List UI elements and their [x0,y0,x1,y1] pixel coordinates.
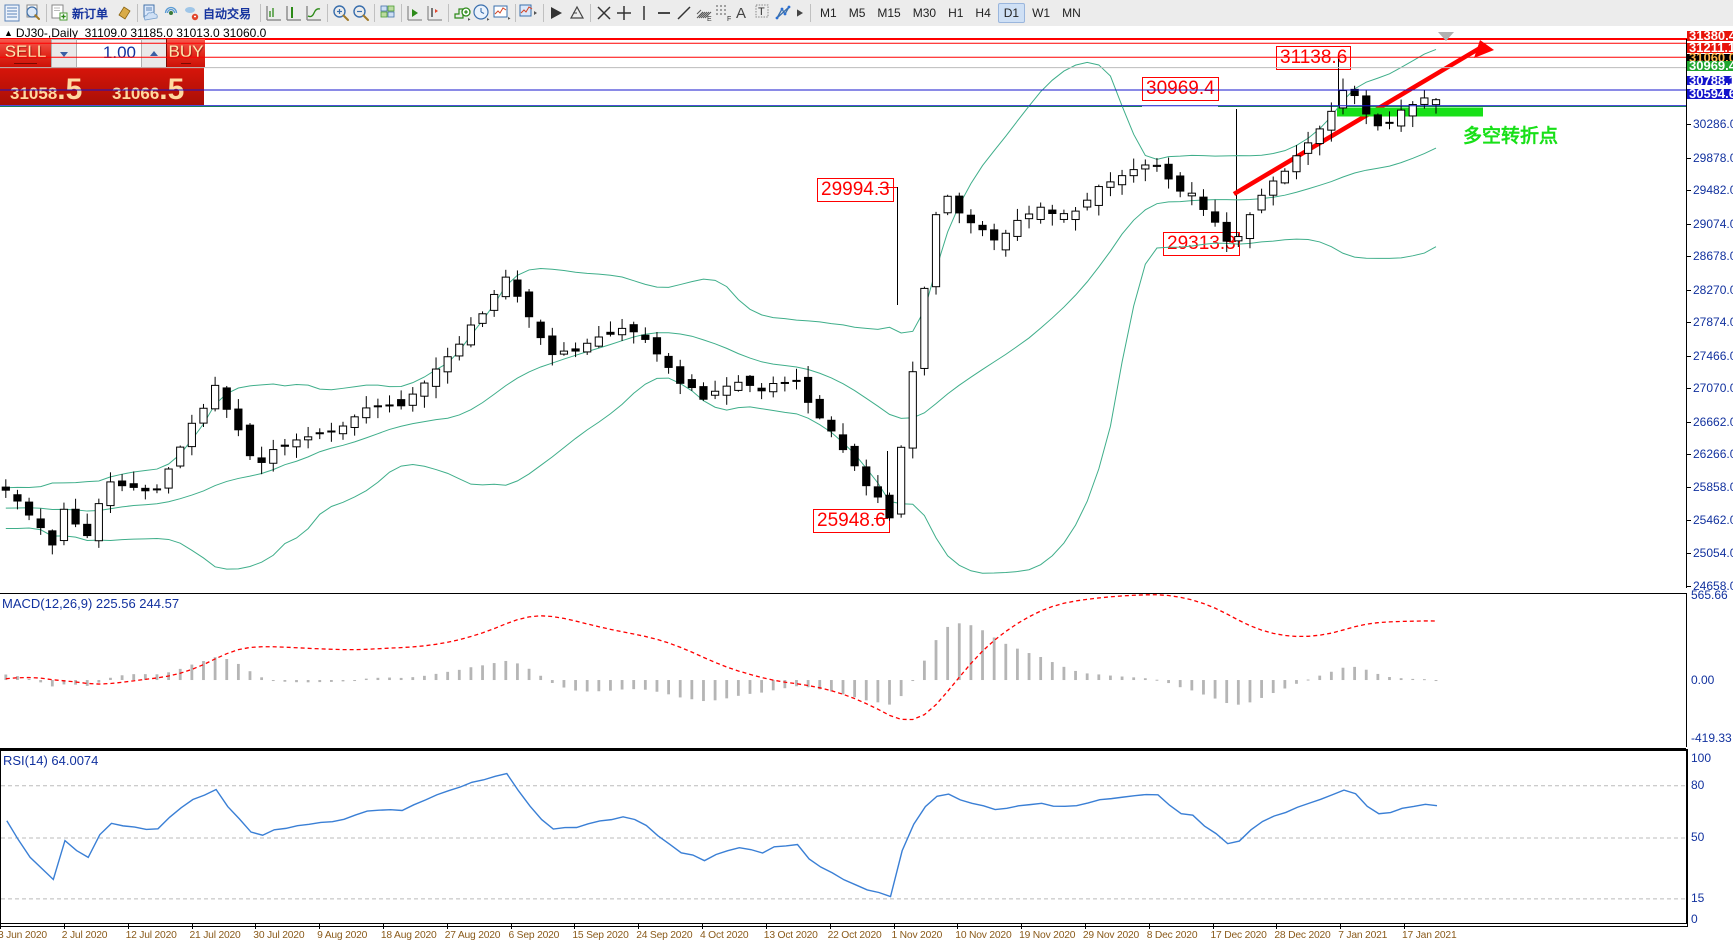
svg-text:E: E [707,16,712,23]
svg-text:T: T [758,6,765,18]
svg-text:A: A [736,5,746,22]
svg-text:F: F [727,16,731,23]
